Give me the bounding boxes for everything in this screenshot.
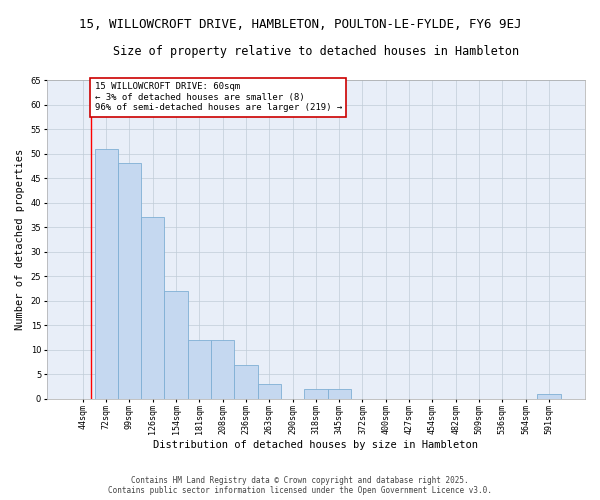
Bar [95,148,118,399]
Bar [304,389,328,399]
Bar [211,340,235,399]
Bar [188,340,211,399]
Y-axis label: Number of detached properties: Number of detached properties [15,149,25,330]
Text: 15, WILLOWCROFT DRIVE, HAMBLETON, POULTON-LE-FYLDE, FY6 9EJ: 15, WILLOWCROFT DRIVE, HAMBLETON, POULTO… [79,18,521,30]
Text: 15 WILLOWCROFT DRIVE: 60sqm
← 3% of detached houses are smaller (8)
96% of semi-: 15 WILLOWCROFT DRIVE: 60sqm ← 3% of deta… [95,82,342,112]
Bar [257,384,281,399]
X-axis label: Distribution of detached houses by size in Hambleton: Distribution of detached houses by size … [154,440,478,450]
Bar [537,394,560,399]
Bar [164,291,188,399]
Text: Contains HM Land Registry data © Crown copyright and database right 2025.
Contai: Contains HM Land Registry data © Crown c… [108,476,492,495]
Title: Size of property relative to detached houses in Hambleton: Size of property relative to detached ho… [113,45,519,58]
Bar [328,389,351,399]
Bar [118,164,141,399]
Bar [235,364,257,399]
Bar [141,218,164,399]
